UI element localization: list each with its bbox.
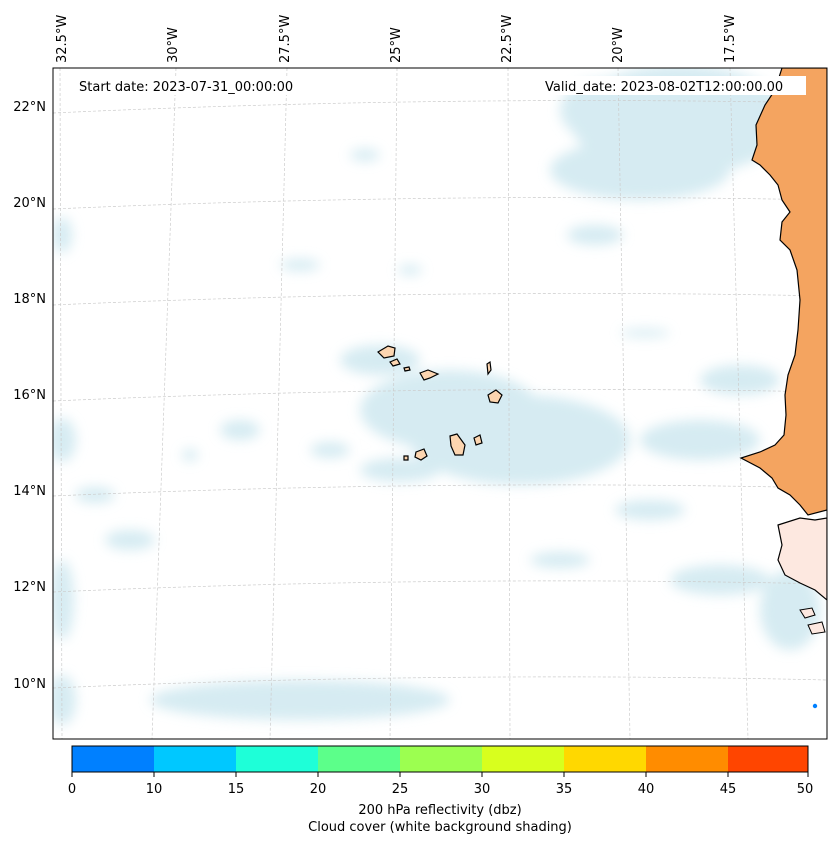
lon-label: 30°W — [166, 27, 181, 63]
island-santa-luzia — [403, 366, 411, 372]
colorbar-segment — [400, 746, 482, 772]
land-bijagos — [799, 607, 826, 635]
colorbar-tick-label: 20 — [310, 782, 327, 797]
land-africa — [739, 68, 827, 516]
lat-label: 22°N — [13, 100, 46, 115]
cloud-cover-shading — [53, 68, 820, 725]
map-frame — [52, 67, 828, 740]
lon-label: 22.5°W — [500, 15, 515, 63]
cabo-verde-islands — [377, 345, 503, 461]
island-fogo — [414, 448, 428, 461]
island-sao-vicente — [389, 358, 401, 367]
latitude-labels: 22°N 20°N 18°N 16°N 14°N 12°N 10°N — [13, 100, 46, 692]
island-boa-vista — [487, 389, 503, 404]
colorbar-ticks — [71, 772, 809, 777]
colorbar-segment — [72, 746, 154, 772]
colorbar-tick-label: 25 — [392, 782, 409, 797]
lat-label: 18°N — [13, 292, 46, 307]
lat-label: 14°N — [13, 484, 46, 499]
longitude-labels: 32.5°W 30°W 27.5°W 25°W 22.5°W 20°W 17.5… — [55, 15, 738, 63]
colorbar-tick-label: 30 — [474, 782, 491, 797]
lon-label: 27.5°W — [278, 15, 293, 63]
colorbar-tick-label: 45 — [720, 782, 737, 797]
valid-date-box — [540, 76, 806, 95]
island-santiago — [449, 433, 466, 456]
lon-label: 17.5°W — [723, 15, 738, 63]
colorbar-tick-label: 0 — [68, 782, 76, 797]
colorbar-segment — [564, 746, 646, 772]
colorbar-segment — [646, 746, 728, 772]
colorbar-segment — [154, 746, 236, 772]
lat-label: 10°N — [13, 677, 46, 692]
lon-label: 20°W — [611, 27, 626, 63]
land-guinea-coast — [777, 517, 827, 601]
lon-label: 32.5°W — [55, 15, 70, 63]
colorbar-segment — [318, 746, 400, 772]
lat-label: 20°N — [13, 196, 46, 211]
colorbar-title: 200 hPa reflectivity (dbz) — [358, 803, 521, 818]
colorbar-tick-label: 35 — [556, 782, 573, 797]
start-date-label: Start date: 2023-07-31_00:00:00 — [79, 80, 293, 95]
lat-label: 16°N — [13, 388, 46, 403]
start-date-box — [74, 76, 312, 95]
colorbar-segment — [482, 746, 564, 772]
valid-date-label: Valid_date: 2023-08-02T12:00:00.00 — [545, 80, 783, 95]
lat-label: 12°N — [13, 580, 46, 595]
island-brava — [403, 455, 409, 461]
island-maio — [473, 434, 483, 446]
colorbar-tick-label: 15 — [228, 782, 245, 797]
colorbar: 0 10 15 20 25 30 35 40 45 50 200 hPa ref… — [68, 745, 813, 835]
colorbar-tick-labels: 0 10 15 20 25 30 35 40 45 50 — [68, 782, 813, 797]
colorbar-segments — [72, 746, 808, 772]
reflectivity-speck — [812, 703, 818, 709]
colorbar-tick-label: 50 — [797, 782, 814, 797]
colorbar-segment — [728, 746, 808, 772]
island-sal — [486, 360, 492, 376]
colorbar-tick-label: 10 — [146, 782, 163, 797]
lon-label: 25°W — [389, 27, 404, 63]
colorbar-subtitle: Cloud cover (white background shading) — [308, 820, 572, 835]
graticule — [53, 68, 827, 739]
island-sao-nicolau — [419, 369, 440, 381]
island-santo-antao — [377, 345, 396, 359]
colorbar-segment — [236, 746, 318, 772]
colorbar-tick-label: 40 — [638, 782, 655, 797]
colorbar-frame — [71, 745, 809, 773]
